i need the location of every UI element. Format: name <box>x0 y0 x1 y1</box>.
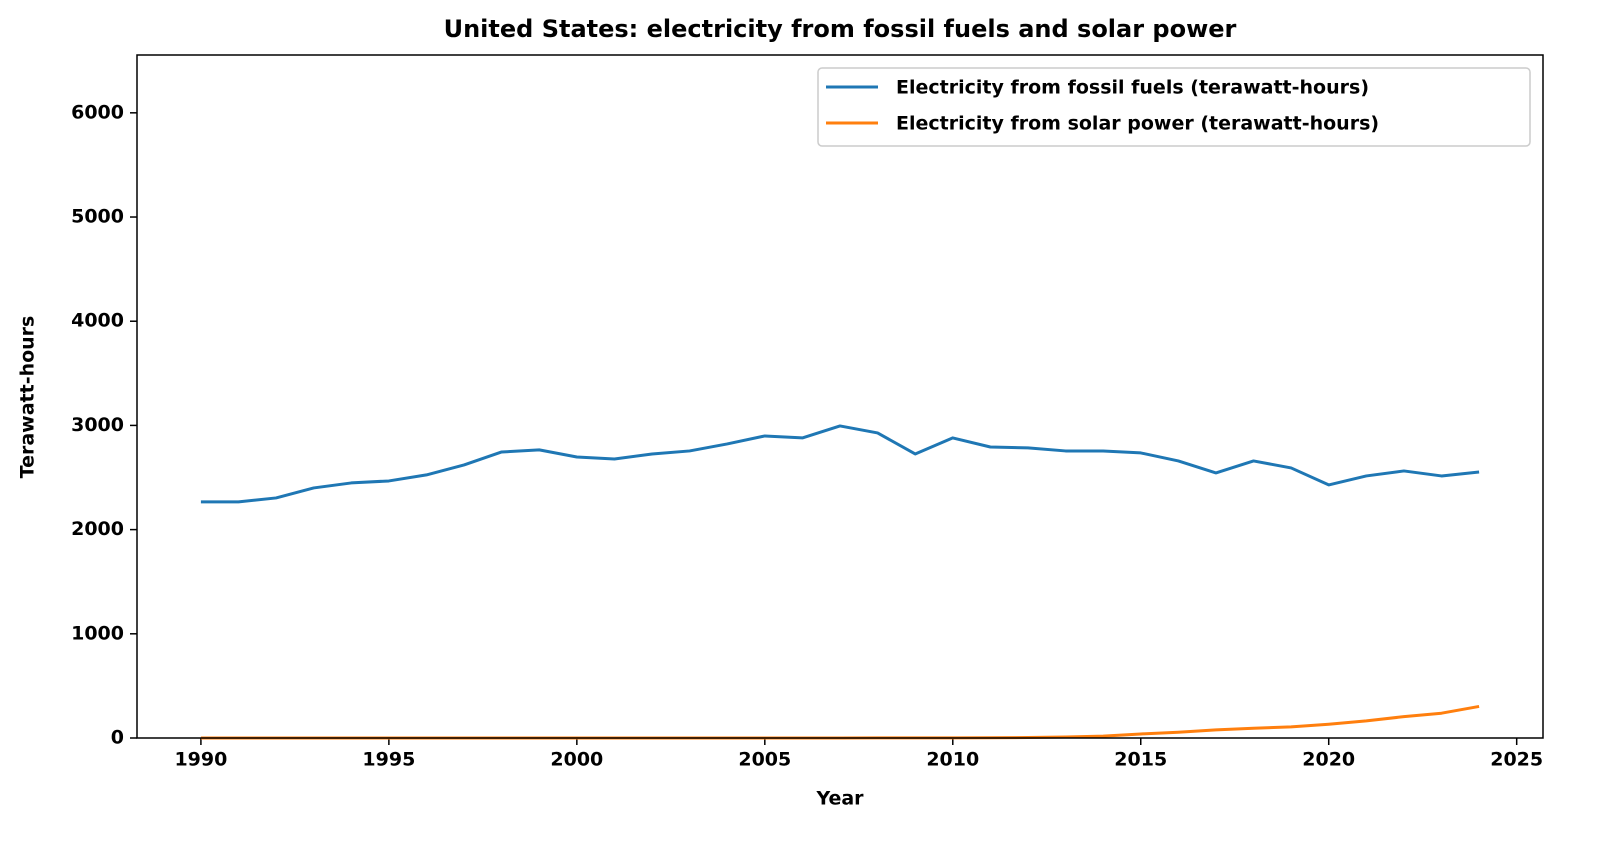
x-tick-label: 2015 <box>1114 749 1167 771</box>
y-tick-label: 4000 <box>71 310 124 332</box>
legend-box <box>817 67 1531 147</box>
line-series <box>200 704 1480 740</box>
legend-label: Electricity from solar power (terawatt-h… <box>896 113 1379 135</box>
legend: Electricity from fossil fuels (terawatt-… <box>817 67 1531 147</box>
y-axis-label: Terawatt-hours <box>17 316 39 479</box>
x-tick-label: 2005 <box>738 749 791 771</box>
x-tick-label: 2025 <box>1490 749 1543 771</box>
x-tick-label: 2000 <box>550 749 603 771</box>
y-tick-label: 6000 <box>71 101 124 123</box>
y-tick-label: 2000 <box>71 518 124 540</box>
line-series <box>200 424 1480 504</box>
legend-label: Electricity from fossil fuels (terawatt-… <box>896 77 1369 99</box>
chart-title: United States: electricity from fossil f… <box>444 15 1237 43</box>
y-tick-label: 3000 <box>71 414 124 436</box>
x-axis-label: Year <box>815 788 864 810</box>
x-tick-label: 1995 <box>362 749 415 771</box>
plot-frame <box>136 54 1544 739</box>
y-tick-label: 0 <box>111 727 124 749</box>
y-tick-label: 1000 <box>71 622 124 644</box>
x-tick-label: 1990 <box>174 749 227 771</box>
x-tick-label: 2010 <box>926 749 979 771</box>
x-tick-label: 2020 <box>1302 749 1355 771</box>
y-tick-label: 5000 <box>71 206 124 228</box>
